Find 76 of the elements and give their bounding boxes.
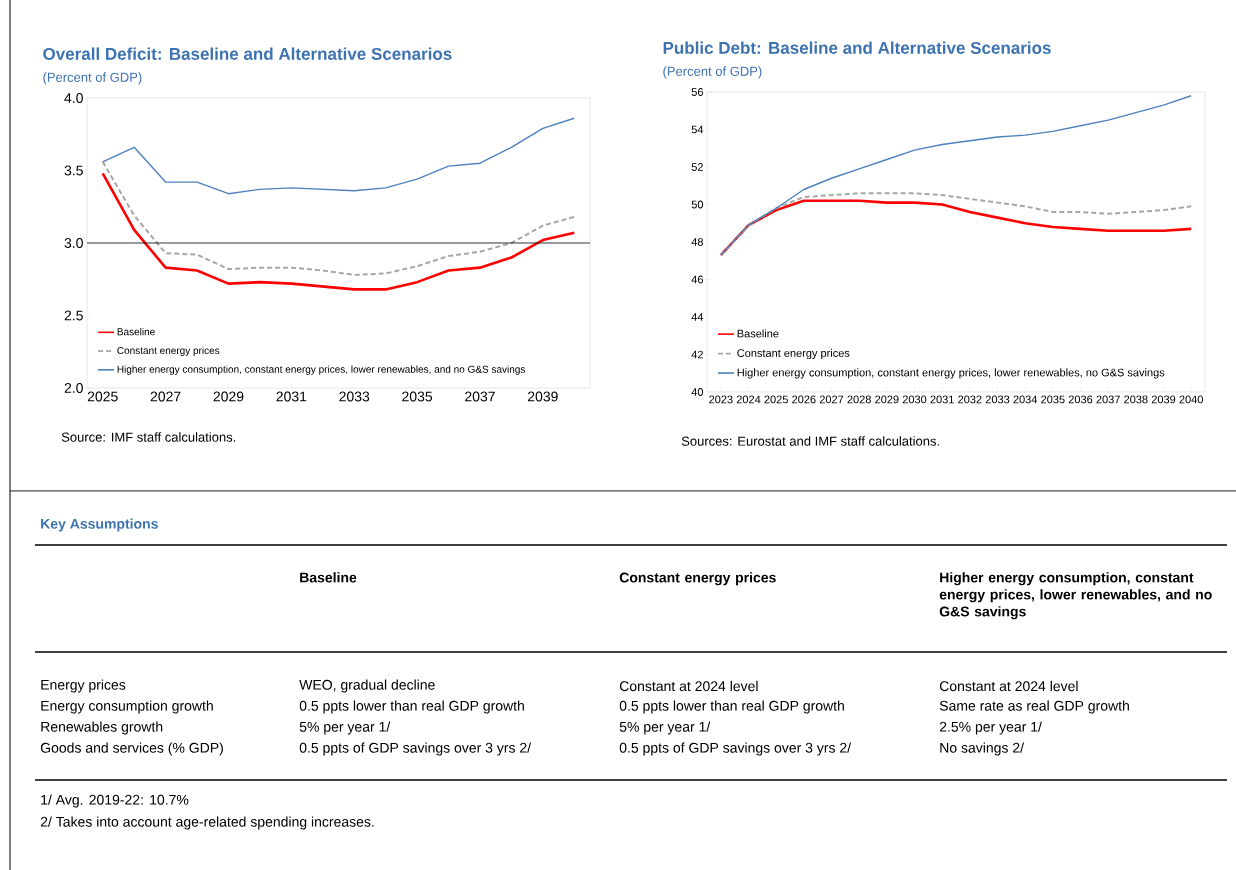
- y-tick-label: 4.0: [64, 93, 83, 103]
- x-tick-label: 2033: [339, 391, 370, 402]
- category-label: Higher energy consumption, constant energy prices, lower renewables, and no G&S savings: [939, 572, 1212, 620]
- x-tick-label: 2039: [1151, 395, 1176, 404]
- x-tick-label: 2029: [213, 391, 244, 402]
- category-label: Baseline: [300, 572, 357, 583]
- y-tick-label: 50: [691, 200, 704, 209]
- x-tick-label: 2031: [930, 395, 954, 404]
- x-tick-label: 2025: [87, 391, 118, 402]
- legend-label: Higher energy consumption, constant energy prices, lower renewables, and no G&S savings: [117, 365, 525, 375]
- text: 0.5 ppts of GDP savings over 3 yrs 2/: [299, 742, 532, 756]
- category-label: Renewables growth: [41, 721, 163, 735]
- category-label: Goods and services (% GDP): [40, 742, 223, 756]
- x-tick-label: 2028: [847, 395, 871, 404]
- x-tick-label: 2040: [1179, 395, 1203, 404]
- x-tick-label: 2039: [527, 391, 558, 402]
- text: Constant at 2024 level: [939, 680, 1078, 692]
- chart-title: Public Debt: Baseline and Alternative Scenarios: [663, 41, 1051, 54]
- legend-label: Baseline: [737, 329, 779, 338]
- text: 5% per year 1/: [619, 721, 711, 735]
- y-tick-label: 46: [691, 275, 703, 284]
- x-tick-label: 2032: [958, 395, 982, 404]
- line-series: [101, 160, 576, 276]
- x-tick-label: 2027: [150, 391, 181, 402]
- text: WEO, gradual decline: [299, 679, 435, 693]
- legend-label: Baseline: [117, 327, 155, 336]
- y-tick-label: 52: [691, 163, 703, 171]
- y-tick-label: 40: [691, 388, 704, 396]
- y-tick-label: 2.5: [64, 310, 83, 321]
- legend-label: Constant energy prices: [117, 346, 220, 357]
- y-tick-label: 2.0: [64, 383, 83, 393]
- chart-subtitle: (Percent of GDP): [663, 66, 762, 79]
- x-tick-label: 2037: [1096, 395, 1120, 404]
- y-tick-label: 42: [691, 350, 703, 359]
- legend-label: Higher energy consumption, constant energy prices, lower renewables, no G&S savings: [737, 368, 1165, 379]
- x-tick-label: 2031: [276, 391, 307, 402]
- y-tick-label: 48: [691, 238, 703, 246]
- text: Constant at 2024 level: [619, 680, 758, 692]
- text: 0.5 ppts lower than real GDP growth: [299, 700, 524, 714]
- x-tick-label: 2025: [764, 395, 788, 404]
- y-tick-label: 56: [691, 88, 703, 96]
- legend-label: Constant energy prices: [737, 348, 850, 360]
- x-tick-label: 2036: [1068, 395, 1093, 404]
- y-tick-label: 54: [691, 125, 704, 134]
- text: 2/ Takes into account age-related spending increases.: [40, 816, 374, 830]
- x-tick-label: 2029: [875, 395, 899, 404]
- source-note: Sources: Eurostat and IMF staff calculations.: [681, 436, 939, 446]
- y-tick-label: 3.5: [64, 165, 83, 176]
- chart-title: Overall Deficit: Baseline and Alternative Scenarios: [43, 47, 452, 60]
- y-tick-label: 3.0: [64, 238, 83, 248]
- x-tick-label: 2024: [736, 395, 761, 404]
- category-label: Energy prices: [41, 679, 126, 693]
- text: 2.5% per year 1/: [939, 721, 1042, 735]
- x-tick-label: 2033: [985, 395, 1010, 404]
- x-tick-label: 2030: [902, 395, 927, 404]
- category-label: Constant energy prices: [619, 572, 776, 586]
- text: Key Assumptions: [41, 518, 158, 532]
- line-series: [720, 95, 1192, 256]
- x-tick-label: 2023: [709, 395, 733, 404]
- x-tick-label: 2035: [402, 391, 433, 402]
- text: 1/ Avg. 2019-22: 10.7%: [41, 794, 189, 808]
- text: Same rate as real GDP growth: [939, 700, 1129, 714]
- x-tick-label: 2034: [1013, 395, 1038, 404]
- x-tick-label: 2027: [819, 395, 844, 404]
- text: 0.5 ppts lower than real GDP growth: [619, 700, 844, 714]
- source-note: Source: IMF staff calculations.: [61, 432, 236, 442]
- x-tick-label: 2037: [465, 391, 495, 402]
- text: 0.5 ppts of GDP savings over 3 yrs 2/: [619, 742, 852, 756]
- x-tick-label: 2038: [1124, 395, 1148, 404]
- y-tick-label: 44: [691, 313, 704, 321]
- x-tick-label: 2026: [792, 395, 816, 404]
- text: No savings 2/: [940, 742, 1025, 756]
- x-tick-label: 2035: [1041, 395, 1065, 404]
- category-label: Energy consumption growth: [41, 700, 213, 714]
- text: 5% per year 1/: [299, 721, 391, 735]
- chart-subtitle: (Percent of GDP): [43, 72, 142, 85]
